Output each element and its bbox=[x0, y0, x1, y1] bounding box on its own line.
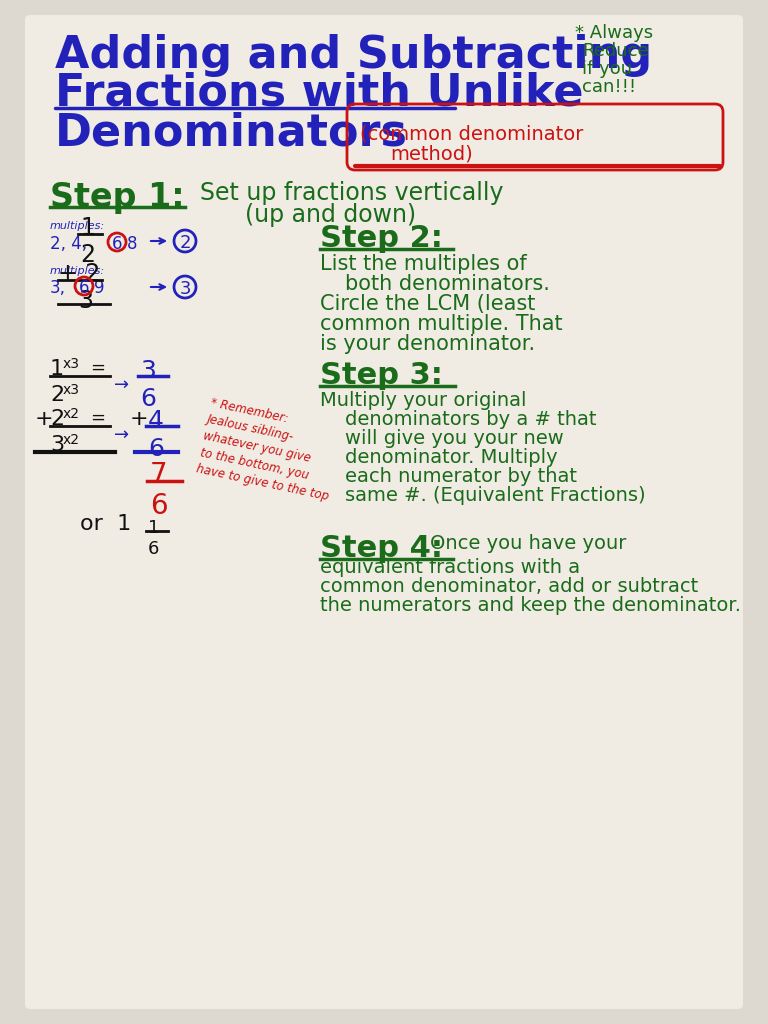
Text: 1: 1 bbox=[80, 216, 95, 240]
Text: Fractions with Unlike: Fractions with Unlike bbox=[55, 72, 584, 115]
Text: 2: 2 bbox=[80, 243, 95, 267]
Text: →: → bbox=[114, 426, 129, 444]
Text: 6: 6 bbox=[148, 437, 164, 461]
Text: or  1: or 1 bbox=[80, 514, 131, 534]
Text: equivalent fractions with a: equivalent fractions with a bbox=[320, 558, 580, 577]
Text: →: → bbox=[114, 376, 129, 394]
Text: the numerators and keep the denominator.: the numerators and keep the denominator. bbox=[320, 596, 741, 615]
Text: * Remember:
Jealous sibling-
whatever you give
to the bottom, you
have to give t: * Remember: Jealous sibling- whatever yo… bbox=[195, 396, 344, 504]
Text: =: = bbox=[90, 359, 105, 377]
Text: 6: 6 bbox=[79, 279, 90, 297]
Text: 2: 2 bbox=[50, 385, 64, 406]
Text: same #. (Equivalent Fractions): same #. (Equivalent Fractions) bbox=[345, 486, 646, 505]
Text: Once you have your: Once you have your bbox=[430, 534, 627, 553]
Text: Step 1:: Step 1: bbox=[50, 181, 184, 214]
Text: will give you your new: will give you your new bbox=[345, 429, 564, 449]
Text: x3: x3 bbox=[63, 383, 80, 397]
Text: 6: 6 bbox=[150, 492, 167, 520]
Text: (common denominator: (common denominator bbox=[360, 124, 584, 143]
Text: 1: 1 bbox=[148, 519, 160, 537]
Text: Set up fractions vertically: Set up fractions vertically bbox=[200, 181, 504, 205]
Text: common denominator, add or subtract: common denominator, add or subtract bbox=[320, 577, 698, 596]
Text: 3: 3 bbox=[180, 280, 191, 298]
Text: 2, 4,: 2, 4, bbox=[50, 234, 87, 253]
Text: + 2: + 2 bbox=[58, 262, 101, 286]
Text: 1: 1 bbox=[50, 359, 64, 379]
Text: Step 3:: Step 3: bbox=[320, 361, 443, 390]
Text: 8: 8 bbox=[127, 234, 137, 253]
Text: Step 2:: Step 2: bbox=[320, 224, 443, 253]
Text: denominators by a # that: denominators by a # that bbox=[345, 410, 597, 429]
Text: (up and down): (up and down) bbox=[245, 203, 416, 227]
Text: x2: x2 bbox=[63, 407, 80, 421]
Text: 7: 7 bbox=[150, 461, 167, 489]
Text: is your denominator.: is your denominator. bbox=[320, 334, 535, 354]
Text: Denominators: Denominators bbox=[55, 112, 408, 155]
Text: denominator. Multiply: denominator. Multiply bbox=[345, 449, 558, 467]
Text: 6: 6 bbox=[140, 387, 156, 411]
Text: 3: 3 bbox=[50, 435, 64, 455]
Text: 3: 3 bbox=[78, 289, 93, 313]
Text: 6: 6 bbox=[112, 234, 123, 253]
Text: both denominators.: both denominators. bbox=[345, 274, 550, 294]
Text: 3,: 3, bbox=[50, 279, 66, 297]
Text: Multiply your original: Multiply your original bbox=[320, 391, 527, 410]
Text: 2: 2 bbox=[180, 234, 191, 252]
Text: List the multiples of: List the multiples of bbox=[320, 254, 527, 274]
Text: x3: x3 bbox=[63, 357, 80, 371]
Text: Step 4:: Step 4: bbox=[320, 534, 443, 563]
Text: each numerator by that: each numerator by that bbox=[345, 467, 577, 486]
Text: 6: 6 bbox=[148, 540, 160, 558]
Text: +: + bbox=[130, 409, 149, 429]
Text: =: = bbox=[90, 409, 105, 427]
Text: 2: 2 bbox=[50, 409, 64, 429]
Text: x2: x2 bbox=[63, 433, 80, 447]
Text: Reduce: Reduce bbox=[582, 42, 649, 60]
Text: +: + bbox=[35, 409, 54, 429]
Text: common multiple. That: common multiple. That bbox=[320, 314, 563, 334]
FancyBboxPatch shape bbox=[25, 15, 743, 1009]
Text: Adding and Subtracting: Adding and Subtracting bbox=[55, 34, 652, 77]
Text: Circle the LCM (least: Circle the LCM (least bbox=[320, 294, 535, 314]
Text: method): method) bbox=[390, 145, 473, 164]
Text: 4: 4 bbox=[148, 409, 164, 433]
Text: 9: 9 bbox=[94, 279, 104, 297]
Text: if you: if you bbox=[582, 60, 632, 78]
Text: multiples:: multiples: bbox=[50, 221, 105, 231]
Text: can!!!: can!!! bbox=[582, 78, 636, 96]
Text: multiples:: multiples: bbox=[50, 266, 105, 276]
Text: * Always: * Always bbox=[575, 24, 653, 42]
Text: 3: 3 bbox=[140, 359, 156, 383]
